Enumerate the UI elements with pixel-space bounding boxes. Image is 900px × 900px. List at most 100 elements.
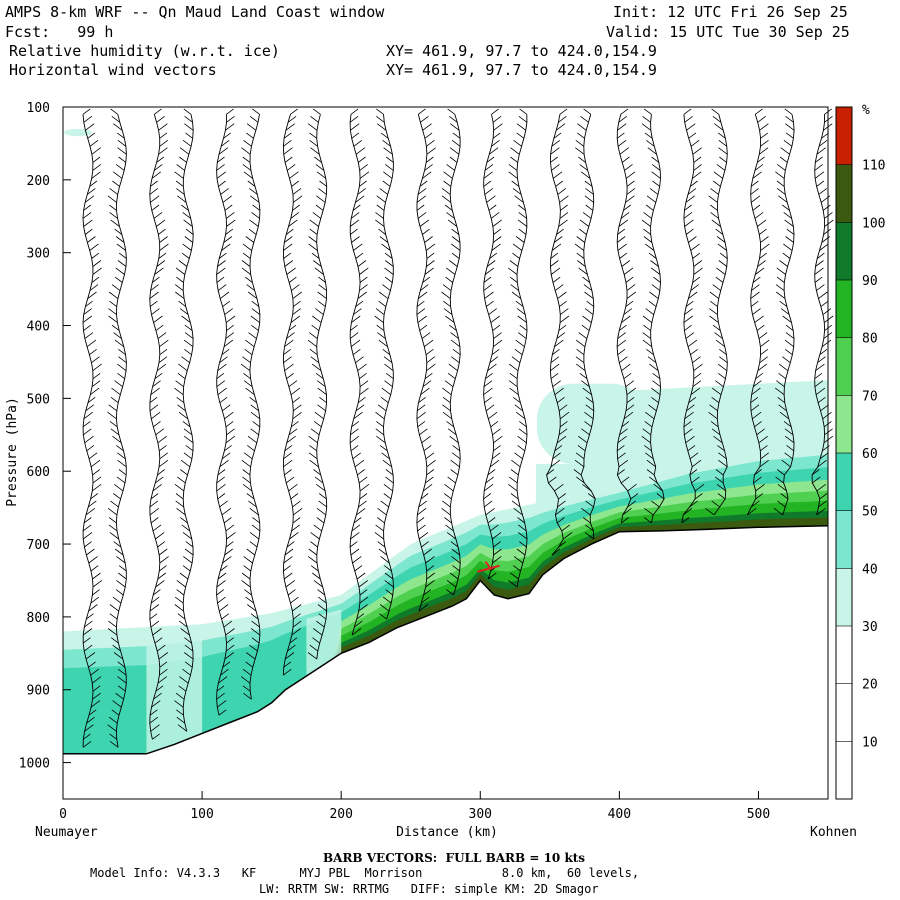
barb-staff-3 <box>182 114 194 732</box>
barb-column-2 <box>149 108 169 740</box>
barb-column-19 <box>705 108 728 516</box>
barb-staff-13 <box>516 114 528 588</box>
colorbar-swatch-7 <box>836 337 852 396</box>
y-tick-label-900: 900 <box>27 684 50 699</box>
colorbar-swatch-6 <box>836 395 852 453</box>
barb-column-9 <box>374 108 394 620</box>
colorbar-swatch-4 <box>836 510 852 569</box>
barb-flags-2 <box>149 108 169 740</box>
barb-flags-20 <box>747 108 770 516</box>
barb-staff-15 <box>580 114 596 540</box>
barb-staff-16 <box>616 114 632 523</box>
colorbar-swatch-5 <box>836 453 852 511</box>
barb-staff-8 <box>349 114 361 636</box>
barb-flags-14 <box>546 108 573 556</box>
barb-staff-12 <box>483 114 495 580</box>
barb-flags-12 <box>483 108 503 580</box>
barb-staff-4 <box>216 114 228 716</box>
model-info-line2: LW: RRTM SW: RRTMG DIFF: simple KM: 2D S… <box>259 882 599 896</box>
colorbar-label-10: 10 <box>862 735 878 750</box>
colorbar-label-50: 50 <box>862 505 878 520</box>
colorbar-label-90: 90 <box>862 274 878 289</box>
barb-column-13 <box>507 108 528 588</box>
barb-staff-17 <box>650 114 665 523</box>
colorbar-swatch-0 <box>836 741 852 799</box>
colorbar-label-40: 40 <box>862 562 878 577</box>
y-tick-label-500: 500 <box>27 392 50 407</box>
barb-column-11 <box>441 108 461 596</box>
colorbar-label-80: 80 <box>862 332 878 347</box>
barb-flags-7 <box>307 108 327 660</box>
x-tick-label-0: 0 <box>59 807 67 822</box>
colorbar-label-100: 100 <box>862 216 885 231</box>
barb-column-20 <box>746 108 770 516</box>
barb-staff-18 <box>681 114 696 523</box>
y-tick-label-200: 200 <box>27 174 50 189</box>
barb-column-0 <box>82 108 103 748</box>
colorbar-swatch-8 <box>836 280 852 338</box>
y-tick-label-1000: 1000 <box>19 757 50 772</box>
barb-staff-1 <box>115 114 127 748</box>
barb-staff-9 <box>383 114 394 620</box>
barb-flags-15 <box>573 108 596 540</box>
barb-flags-18 <box>681 108 705 524</box>
colorbar-swatch-11 <box>836 107 852 165</box>
y-axis-label: Pressure (hPa) <box>5 397 20 507</box>
barb-flags-13 <box>507 108 528 588</box>
barb-column-6 <box>282 108 303 676</box>
barb-note: BARB VECTORS: FULL BARB = 10 kts <box>323 851 586 865</box>
barb-flags-8 <box>349 108 370 636</box>
y-tick-label-400: 400 <box>27 320 50 335</box>
x-tick-label-200: 200 <box>329 807 352 822</box>
barb-column-4 <box>216 108 236 716</box>
y-tick-label-600: 600 <box>27 465 50 480</box>
barb-flags-11 <box>441 108 461 596</box>
barb-flags-1 <box>107 108 127 748</box>
left-station-label: Neumayer <box>35 825 98 840</box>
barb-flags-17 <box>641 108 665 524</box>
barb-flags-9 <box>374 108 394 620</box>
colorbar-swatch-3 <box>836 568 852 626</box>
x-tick-label-400: 400 <box>608 807 631 822</box>
barb-column-3 <box>174 108 194 732</box>
colorbar-swatch-9 <box>836 222 852 280</box>
barb-flags-5 <box>240 108 261 700</box>
barb-flags-16 <box>616 108 639 524</box>
barb-flags-0 <box>82 108 103 748</box>
colorbar-swatch-2 <box>836 626 852 684</box>
init-time: Init: 12 UTC Fri 26 Sep 25 <box>613 3 848 21</box>
colorbar-label-60: 60 <box>862 447 878 462</box>
colorbar-label-20: 20 <box>862 678 878 693</box>
barb-flags-4 <box>216 108 236 716</box>
barb-column-8 <box>349 108 370 636</box>
y-tick-label-800: 800 <box>27 611 50 626</box>
rh-west-stripe-0 <box>146 638 203 754</box>
rh-upper-east-band <box>535 380 828 504</box>
field2-xy: XY= 461.9, 97.7 to 424.0,154.9 <box>386 61 657 79</box>
barb-column-17 <box>641 108 665 524</box>
x-tick-label-500: 500 <box>747 807 770 822</box>
terrain-fill <box>63 525 828 799</box>
barb-highlight <box>477 560 500 573</box>
right-station-label: Kohnen <box>810 825 857 840</box>
terrain-layer <box>63 525 829 799</box>
valid-time: Valid: 15 UTC Tue 30 Sep 25 <box>606 23 850 41</box>
plot-frame <box>62 106 829 800</box>
field1-name: Relative humidity (w.r.t. ice) <box>9 42 280 60</box>
colorbar-label-30: 30 <box>862 620 878 635</box>
field2-name: Horizontal wind vectors <box>9 61 217 79</box>
barb-column-14 <box>546 108 573 556</box>
colorbar-label-110: 110 <box>862 159 885 174</box>
forecast-hour: Fcst: 99 h <box>5 23 114 41</box>
x-axis-label: Distance (km) <box>396 825 498 840</box>
x-tick-label-300: 300 <box>469 807 492 822</box>
chart-title: AMPS 8-km WRF -- Qn Maud Land Coast wind… <box>5 3 385 21</box>
y-tick-label-100: 100 <box>27 101 50 116</box>
barb-column-7 <box>307 108 328 660</box>
barb-staff-14 <box>546 114 564 556</box>
terrain-line <box>63 525 829 755</box>
colorbar-unit: % <box>862 103 870 118</box>
barb-staff-0 <box>82 114 94 748</box>
barb-column-1 <box>107 108 127 748</box>
